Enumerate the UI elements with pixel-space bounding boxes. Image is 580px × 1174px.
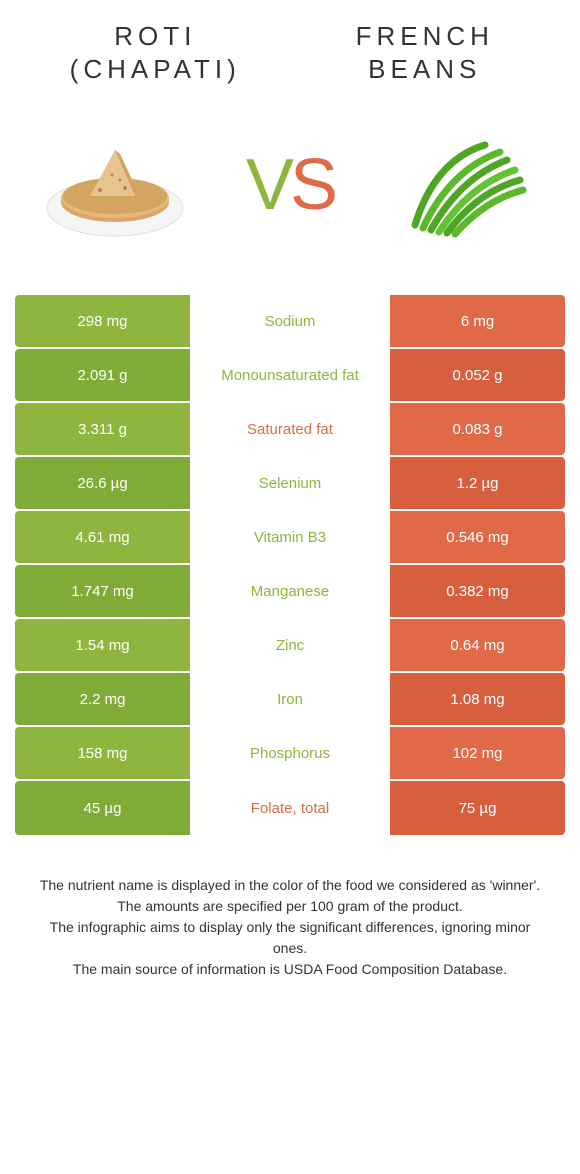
title-line: BEANS <box>315 53 536 86</box>
title-line: ROTI <box>45 20 266 53</box>
left-value-cell: 1.54 mg <box>15 619 190 671</box>
table-row: 4.61 mgVitamin B30.546 mg <box>15 511 565 565</box>
left-value-cell: 3.311 g <box>15 403 190 455</box>
right-value-cell: 75 µg <box>390 781 565 835</box>
right-value-cell: 6 mg <box>390 295 565 347</box>
nutrient-name-cell: Saturated fat <box>190 403 390 455</box>
right-value-cell: 0.382 mg <box>390 565 565 617</box>
table-row: 158 mgPhosphorus102 mg <box>15 727 565 781</box>
right-value-cell: 0.052 g <box>390 349 565 401</box>
right-value-cell: 0.083 g <box>390 403 565 455</box>
roti-image <box>35 105 195 265</box>
footnote-line: The main source of information is USDA F… <box>35 959 545 980</box>
beans-image <box>385 105 545 265</box>
nutrient-name-cell: Monounsaturated fat <box>190 349 390 401</box>
footnotes: The nutrient name is displayed in the co… <box>15 835 565 980</box>
footnote-line: The infographic aims to display only the… <box>35 917 545 959</box>
nutrient-name-cell: Iron <box>190 673 390 725</box>
nutrient-name-cell: Sodium <box>190 295 390 347</box>
vs-v: V <box>246 144 290 226</box>
right-value-cell: 102 mg <box>390 727 565 779</box>
title-line: (CHAPATI) <box>45 53 266 86</box>
left-value-cell: 2.2 mg <box>15 673 190 725</box>
footnote-line: The nutrient name is displayed in the co… <box>35 875 545 896</box>
table-row: 1.747 mgManganese0.382 mg <box>15 565 565 619</box>
footnote-line: The amounts are specified per 100 gram o… <box>35 896 545 917</box>
table-row: 26.6 µgSelenium1.2 µg <box>15 457 565 511</box>
left-value-cell: 1.747 mg <box>15 565 190 617</box>
titles-row: ROTI (CHAPATI) FRENCH BEANS <box>15 20 565 95</box>
vs-s: S <box>290 144 334 226</box>
title-line: FRENCH <box>315 20 536 53</box>
table-row: 298 mgSodium6 mg <box>15 295 565 349</box>
nutrient-name-cell: Phosphorus <box>190 727 390 779</box>
left-value-cell: 158 mg <box>15 727 190 779</box>
nutrient-name-cell: Vitamin B3 <box>190 511 390 563</box>
vs-label: VS <box>246 144 334 226</box>
nutrient-name-cell: Manganese <box>190 565 390 617</box>
nutrient-name-cell: Folate, total <box>190 781 390 835</box>
table-row: 1.54 mgZinc0.64 mg <box>15 619 565 673</box>
right-value-cell: 0.64 mg <box>390 619 565 671</box>
nutrient-table: 298 mgSodium6 mg2.091 gMonounsaturated f… <box>15 295 565 835</box>
left-value-cell: 2.091 g <box>15 349 190 401</box>
left-value-cell: 26.6 µg <box>15 457 190 509</box>
hero-row: VS <box>15 95 565 295</box>
table-row: 2.2 mgIron1.08 mg <box>15 673 565 727</box>
left-food-title: ROTI (CHAPATI) <box>45 20 266 85</box>
table-row: 3.311 gSaturated fat0.083 g <box>15 403 565 457</box>
table-row: 45 µgFolate, total75 µg <box>15 781 565 835</box>
left-value-cell: 298 mg <box>15 295 190 347</box>
right-value-cell: 0.546 mg <box>390 511 565 563</box>
right-food-title: FRENCH BEANS <box>315 20 536 85</box>
left-value-cell: 4.61 mg <box>15 511 190 563</box>
nutrient-name-cell: Zinc <box>190 619 390 671</box>
right-value-cell: 1.2 µg <box>390 457 565 509</box>
right-value-cell: 1.08 mg <box>390 673 565 725</box>
left-value-cell: 45 µg <box>15 781 190 835</box>
table-row: 2.091 gMonounsaturated fat0.052 g <box>15 349 565 403</box>
nutrient-name-cell: Selenium <box>190 457 390 509</box>
